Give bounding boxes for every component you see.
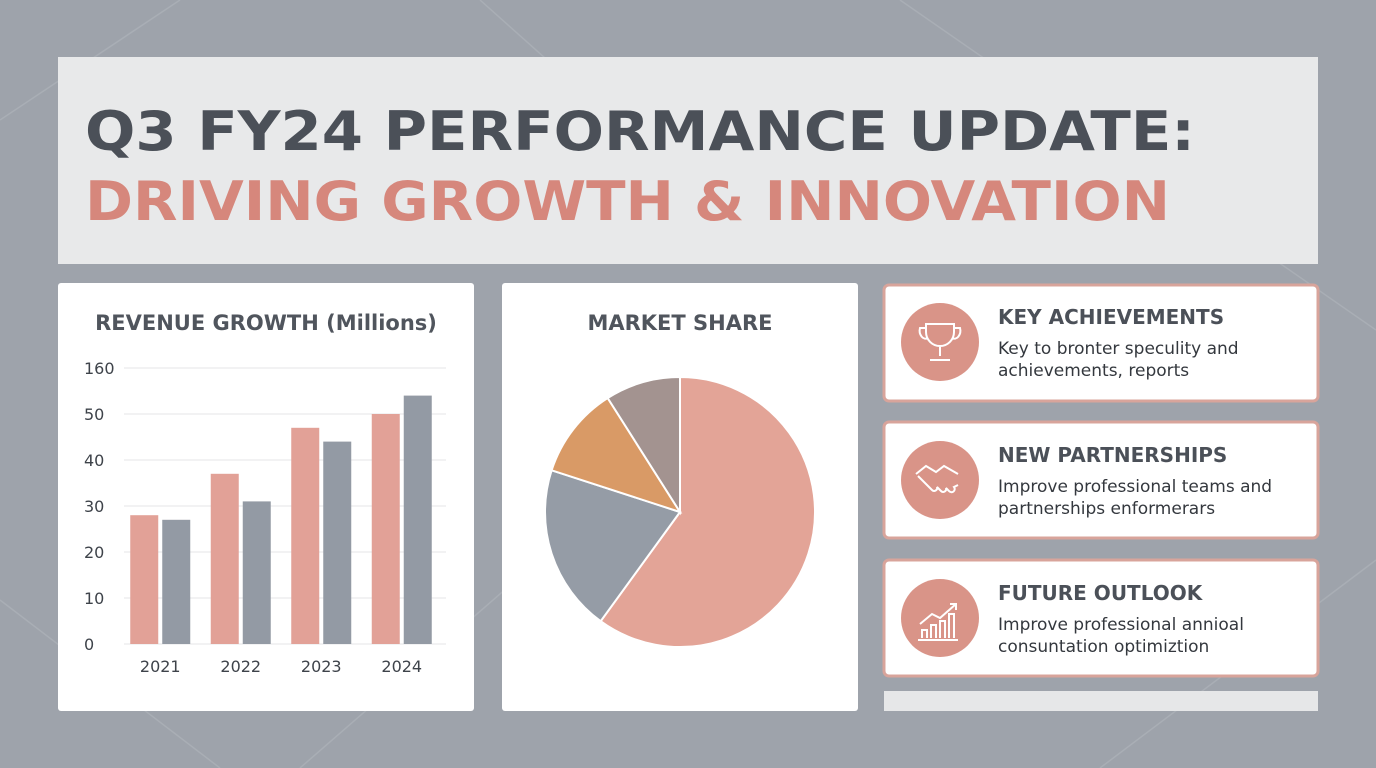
y-tick-label: 160 (84, 359, 115, 378)
bar (291, 427, 320, 644)
bar (371, 414, 400, 644)
card-text: consuntation optimiztion (998, 637, 1209, 657)
icon-bg (901, 303, 979, 381)
bar-panel (58, 283, 474, 711)
icon-bg (901, 441, 979, 519)
card-title: FUTURE OUTLOOK (998, 581, 1204, 605)
bar (242, 501, 271, 644)
x-tick-label: 2023 (301, 657, 342, 676)
card-text: achievements, reports (998, 361, 1189, 381)
trophy-icon (918, 323, 962, 361)
bar (210, 473, 239, 644)
pie-slice (550, 396, 683, 514)
pie-slice (606, 375, 681, 516)
y-tick-label: 10 (84, 589, 104, 608)
x-tick-label: 2022 (220, 657, 261, 676)
card (882, 558, 1320, 678)
card-text: Improve professional annioal (998, 615, 1244, 635)
bar (323, 441, 352, 644)
x-tick-label: 2024 (381, 657, 422, 676)
pie-slice (599, 375, 816, 648)
bar (162, 519, 191, 644)
card-title: NEW PARTNERSHIPS (998, 443, 1227, 467)
cards: KEY ACHIEVEMENTS Key to bronter speculit… (882, 283, 1320, 678)
title: Q3 FY24 PERFORMANCE UPDATE: (85, 100, 1195, 163)
pie-slice (544, 469, 682, 623)
growth-icon (918, 603, 958, 641)
card (882, 420, 1320, 540)
card-title: KEY ACHIEVEMENTS (998, 305, 1224, 329)
bar (130, 515, 159, 644)
y-tick-label: 30 (84, 497, 104, 516)
subtitle: DRIVING GROWTH & INNOVATION (85, 170, 1170, 233)
card-text: Improve professional teams and (998, 477, 1272, 497)
card-text: Key to bronter speculity and (998, 339, 1239, 359)
bar (403, 395, 432, 644)
y-tick-label: 40 (84, 451, 104, 470)
card-text: partnerships enformerars (998, 499, 1215, 519)
y-tick-label: 20 (84, 543, 104, 562)
chart-title: MARKET SHARE (587, 311, 772, 335)
x-tick-label: 2021 (140, 657, 181, 676)
placeholder-bar (884, 691, 1318, 711)
header-panel (58, 57, 1318, 264)
chart-title: REVENUE GROWTH (Millions) (95, 311, 437, 335)
y-tick-label: 0 (84, 635, 94, 654)
card (882, 283, 1320, 403)
y-tick-label: 50 (84, 405, 104, 424)
handshake-icon (915, 464, 959, 494)
